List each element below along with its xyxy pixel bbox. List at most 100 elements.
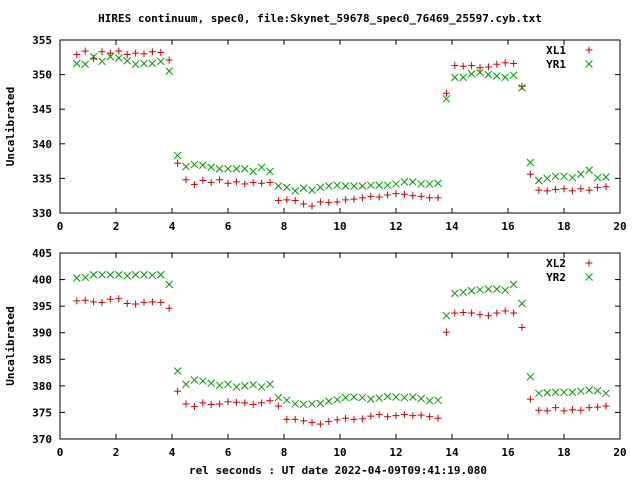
data-point bbox=[509, 280, 518, 289]
data-point bbox=[115, 295, 123, 303]
data-point bbox=[207, 163, 216, 172]
x-axis-label: rel seconds : UT date 2022-04-09T09:41:1… bbox=[189, 464, 487, 477]
y-tick-label: 340 bbox=[32, 138, 52, 151]
data-point bbox=[73, 297, 81, 305]
data-point bbox=[72, 59, 81, 68]
data-point bbox=[526, 372, 535, 381]
data-point bbox=[216, 176, 224, 184]
data-point bbox=[241, 399, 249, 407]
data-point bbox=[434, 414, 442, 422]
data-point bbox=[384, 413, 392, 421]
data-point bbox=[131, 270, 140, 279]
data-point bbox=[534, 176, 543, 185]
data-point bbox=[132, 300, 140, 308]
data-point bbox=[551, 172, 560, 181]
data-point bbox=[98, 270, 106, 279]
data-point bbox=[165, 304, 173, 312]
data-point bbox=[510, 309, 518, 317]
series-XL2 bbox=[73, 295, 610, 428]
y-tick-label: 385 bbox=[32, 353, 52, 366]
data-point bbox=[501, 307, 509, 315]
x-tick-label: 10 bbox=[333, 446, 346, 459]
data-point bbox=[165, 280, 174, 289]
y-tick-label: 355 bbox=[32, 34, 52, 47]
data-point bbox=[249, 167, 258, 176]
data-point bbox=[602, 183, 610, 191]
panel-1: HIRES continuum, spec0, file:Skynet_5967… bbox=[4, 12, 627, 233]
data-point bbox=[182, 162, 190, 171]
data-point bbox=[140, 50, 148, 58]
x-tick-label: 2 bbox=[113, 446, 120, 459]
data-point bbox=[576, 170, 585, 179]
data-point bbox=[300, 200, 308, 208]
data-point bbox=[568, 406, 576, 414]
data-point bbox=[81, 273, 90, 282]
x-tick-label: 8 bbox=[281, 220, 288, 233]
data-point bbox=[451, 309, 459, 317]
data-point bbox=[106, 49, 114, 57]
data-point bbox=[224, 398, 232, 406]
data-point bbox=[526, 395, 534, 403]
data-point bbox=[602, 389, 610, 398]
data-point bbox=[165, 56, 173, 64]
data-point bbox=[198, 161, 207, 170]
data-point bbox=[98, 57, 106, 66]
data-point bbox=[484, 285, 493, 293]
data-point bbox=[526, 170, 534, 178]
data-point bbox=[467, 286, 476, 295]
data-point bbox=[148, 59, 157, 68]
x-tick-label: 0 bbox=[57, 446, 64, 459]
data-point bbox=[375, 181, 384, 190]
data-point bbox=[72, 274, 81, 282]
data-point bbox=[585, 166, 594, 174]
data-point bbox=[199, 176, 207, 184]
data-point bbox=[384, 191, 392, 199]
data-point bbox=[375, 394, 384, 402]
data-point bbox=[350, 393, 358, 401]
data-point bbox=[174, 387, 182, 395]
data-point bbox=[442, 311, 451, 320]
x-tick-label: 14 bbox=[445, 446, 459, 459]
x-tick-label: 8 bbox=[281, 446, 288, 459]
data-point bbox=[484, 312, 492, 320]
data-point bbox=[543, 187, 551, 195]
data-point bbox=[308, 202, 316, 210]
data-point bbox=[551, 388, 560, 397]
data-point bbox=[459, 288, 468, 297]
data-point bbox=[543, 174, 552, 183]
data-point bbox=[392, 393, 400, 401]
data-point bbox=[375, 411, 383, 419]
data-point bbox=[501, 73, 510, 82]
x-tick-label: 20 bbox=[613, 220, 626, 233]
data-point bbox=[493, 60, 501, 68]
data-point bbox=[308, 400, 316, 408]
x-tick-label: 0 bbox=[57, 220, 64, 233]
data-point bbox=[476, 68, 484, 77]
data-point bbox=[157, 298, 165, 306]
x-tick-label: 2 bbox=[113, 220, 120, 233]
data-point bbox=[140, 270, 148, 279]
data-point bbox=[434, 179, 442, 188]
data-point bbox=[240, 164, 249, 173]
data-point bbox=[224, 380, 232, 389]
data-point bbox=[358, 182, 367, 190]
data-point bbox=[274, 393, 283, 402]
data-point bbox=[426, 413, 434, 421]
data-point bbox=[106, 270, 115, 279]
data-point bbox=[215, 381, 224, 390]
data-point bbox=[156, 270, 165, 279]
data-point bbox=[526, 158, 535, 167]
legend-marker bbox=[585, 259, 593, 267]
data-point bbox=[157, 48, 165, 56]
data-point bbox=[534, 389, 543, 398]
data-point bbox=[560, 407, 568, 415]
data-point bbox=[602, 173, 610, 181]
data-point bbox=[593, 386, 602, 395]
data-point bbox=[341, 393, 350, 402]
x-tick-label: 16 bbox=[501, 446, 515, 459]
data-point bbox=[291, 187, 300, 195]
data-point bbox=[476, 64, 484, 72]
data-point bbox=[140, 298, 148, 306]
data-point bbox=[576, 387, 585, 396]
